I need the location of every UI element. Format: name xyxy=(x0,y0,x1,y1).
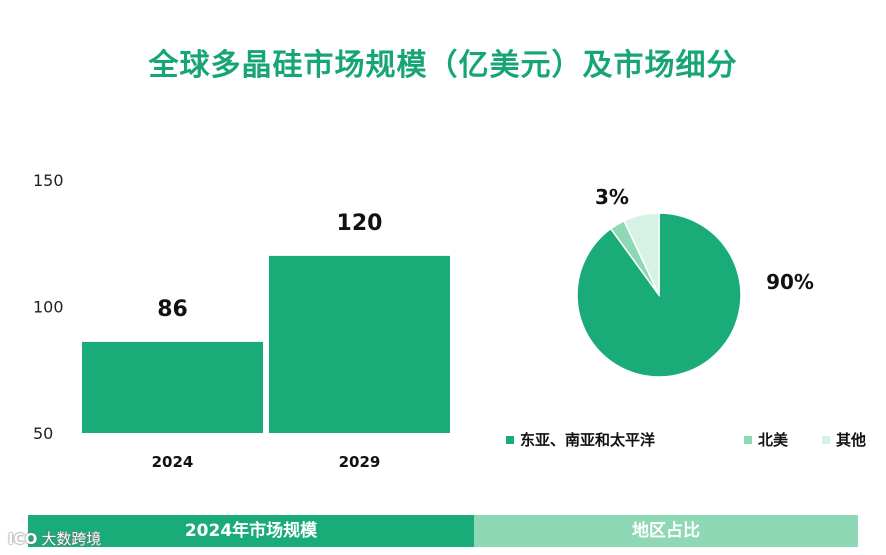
pie-value-label: 3% xyxy=(595,185,629,209)
footer-right-banner: 地区占比 xyxy=(474,515,858,547)
pie-slice-2 xyxy=(623,212,660,296)
watermark-logo: ICO xyxy=(8,530,38,548)
bar-value-label: 86 xyxy=(157,297,188,322)
legend-swatch xyxy=(506,436,514,444)
y-tick-label: 100 xyxy=(33,298,64,317)
watermark-text: 大数跨境 xyxy=(41,530,102,548)
legend-swatch xyxy=(744,436,752,444)
y-tick-label: 50 xyxy=(33,424,53,443)
y-tick-label: 150 xyxy=(33,171,64,190)
legend-label: 其他 xyxy=(836,431,866,449)
bar-value-label: 120 xyxy=(337,211,383,236)
pie-chart: 90% 3% xyxy=(576,185,814,378)
x-tick-label: 2024 xyxy=(152,453,194,471)
watermark: ICO 大数跨境 xyxy=(8,528,101,549)
chart-title: 全球多晶硅市场规模（亿美元）及市场细分 xyxy=(148,48,738,83)
legend-label: 北美 xyxy=(758,431,789,449)
bar-2029 xyxy=(269,255,450,433)
legend-swatch xyxy=(822,436,830,444)
legend-label: 东亚、南亚和太平洋 xyxy=(520,431,655,449)
bar-2024 xyxy=(82,341,263,433)
pie-value-label: 90% xyxy=(766,270,814,294)
x-tick-label: 2029 xyxy=(339,453,381,471)
footer-left-banner: 2024年市场规模 xyxy=(28,515,474,547)
bar-chart: 50 100 150 86 2024 120 2029 xyxy=(33,171,450,471)
pie-legend: 东亚、南亚和太平洋 北美 其他 xyxy=(506,431,866,449)
